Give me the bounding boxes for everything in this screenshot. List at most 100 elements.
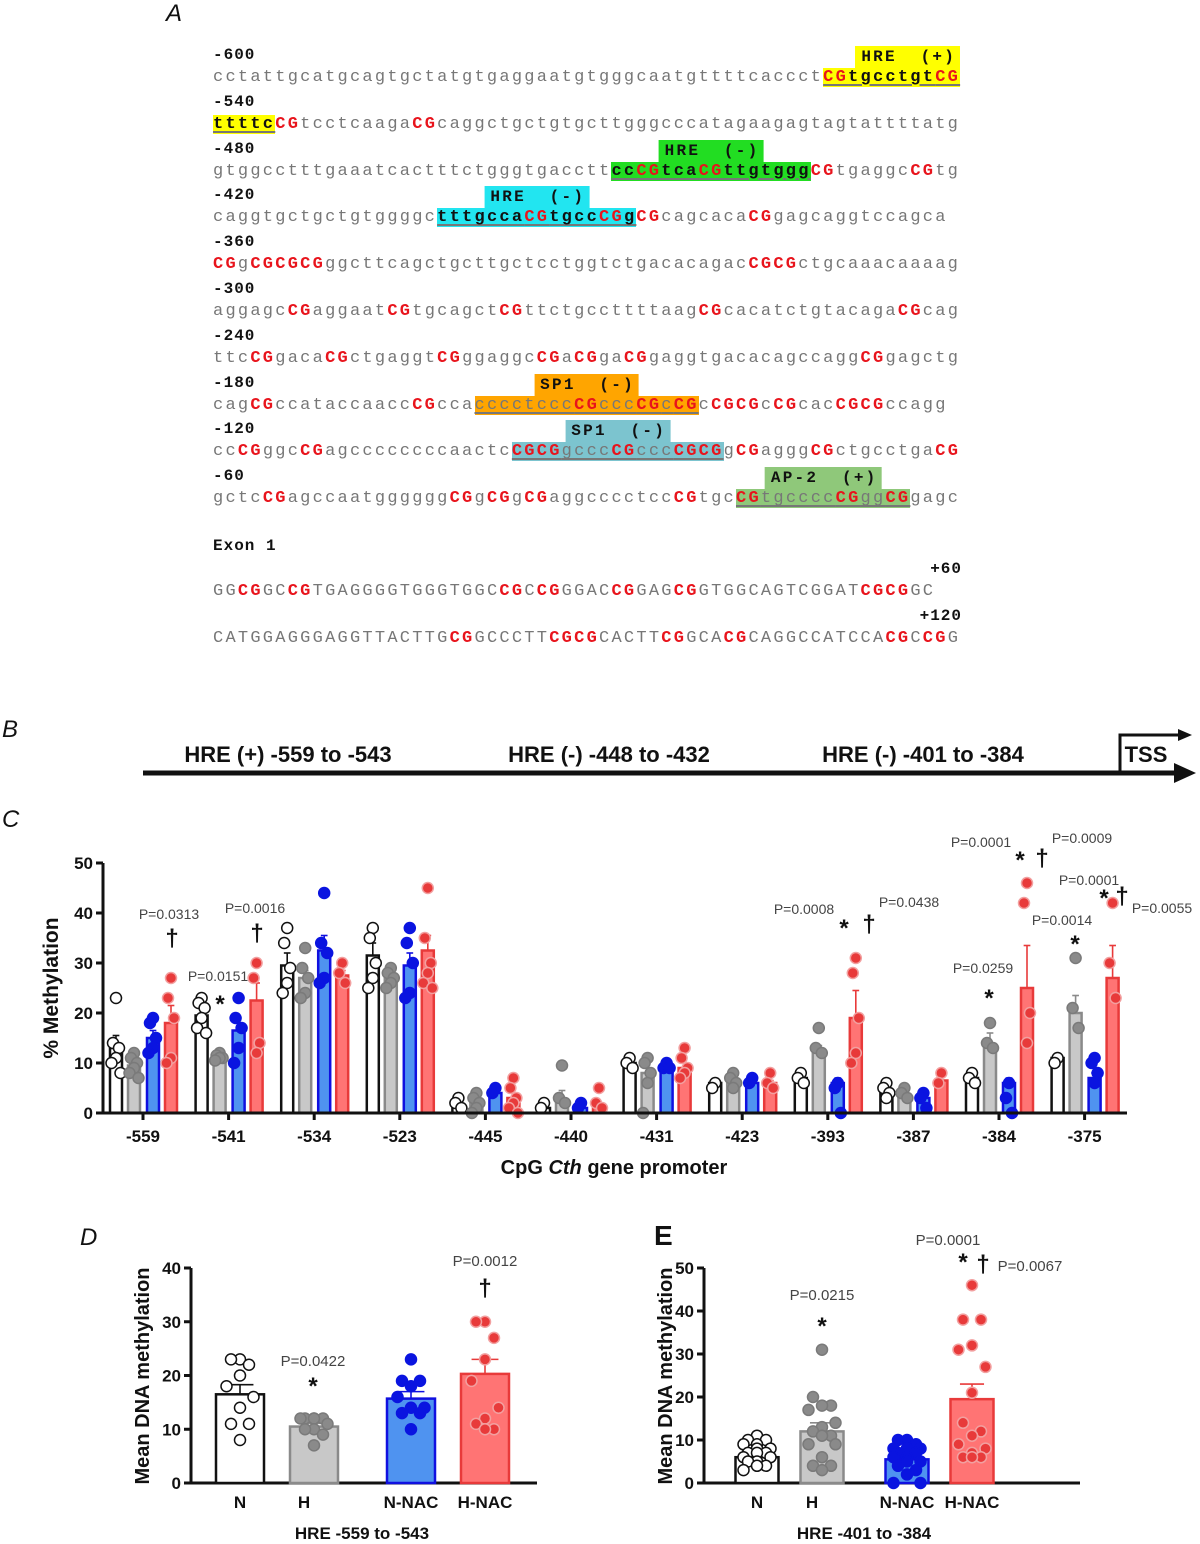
binding-site-label: AP-2 (+) (764, 467, 882, 490)
x-axis-title-part: Cth (548, 1157, 581, 1179)
cpg-site: CG (935, 442, 961, 462)
cpg-site: CG (835, 489, 861, 509)
sequence-text: gagctg (885, 348, 961, 368)
cpg-site: CGCGCG (250, 255, 326, 275)
y-tick-label: 0 (84, 1104, 93, 1123)
y-tick-label: 50 (675, 1259, 694, 1278)
data-point (815, 1450, 829, 1464)
data-point (404, 1423, 418, 1436)
significance-dagger: † (976, 1251, 989, 1278)
sequence-text: GC (910, 582, 936, 601)
data-point (167, 1011, 181, 1025)
data-point (1066, 1001, 1079, 1015)
data-point (641, 1076, 654, 1090)
significance-asterisk: * (1015, 847, 1025, 874)
p-value-label: P=0.0067 (998, 1258, 1063, 1275)
sequence-line: gtggcctttgaaatcactttctgggtgacctt HRE (-) c… (213, 139, 961, 182)
data-point (280, 921, 294, 935)
sequence-text: cca (437, 395, 475, 415)
promoter-arrowhead (1174, 763, 1196, 783)
cpg-site: CG (300, 442, 326, 462)
cpg-site: CG (611, 582, 637, 601)
significance-dagger: † (1035, 845, 1048, 872)
position-label: +60 (930, 560, 962, 578)
sequence-text: cag (213, 395, 251, 415)
position-label: -120 (213, 420, 256, 439)
data-point (979, 1360, 992, 1374)
sequence-line: cctattgcatgcagtgctatgtgaggaatgtgggcaatgt… (213, 46, 961, 88)
data-point (465, 1374, 478, 1388)
sequence-text: ccagg (885, 395, 948, 415)
sequence-text: tgaggc (835, 161, 911, 181)
sequence-text: tgcctgt (848, 68, 936, 87)
sequence-text: ctgcaaacaaaag (798, 255, 961, 275)
data-point (362, 981, 375, 995)
cpg-site: CG (250, 395, 276, 415)
data-point (413, 1406, 427, 1420)
data-point (555, 1059, 569, 1072)
data-point (404, 1353, 418, 1366)
data-point (952, 1343, 965, 1356)
data-point (233, 1401, 247, 1414)
data-point (812, 1021, 826, 1035)
data-point (105, 1056, 118, 1070)
sequence-text: tgcagct (412, 302, 500, 321)
data-point (750, 1459, 764, 1473)
significance-asterisk: * (1099, 885, 1109, 912)
cpg-site: CG (449, 628, 475, 648)
panel-label-e: E (654, 1220, 673, 1251)
data-point (363, 931, 377, 945)
data-point (852, 1011, 866, 1025)
data-point (828, 1081, 842, 1095)
sequence-text: c (661, 395, 674, 415)
position-label: -60 (213, 467, 245, 486)
data-point (295, 961, 309, 975)
panel-label-a: A (166, 0, 183, 27)
data-point (705, 1081, 719, 1095)
cpg-site: CG (536, 348, 562, 368)
data-point (592, 1081, 606, 1095)
cpg-site: CG (860, 348, 886, 368)
sequence-text: tgcccc (760, 489, 836, 509)
data-point (294, 991, 307, 1005)
tss-arrowhead (1178, 729, 1192, 741)
data-point (1002, 1076, 1016, 1090)
data-point (233, 1369, 247, 1382)
data-point (366, 971, 380, 985)
cpg-site: CG (636, 395, 662, 415)
cpg-site: CG (499, 302, 525, 321)
x-tick-label: -393 (811, 1127, 845, 1146)
cpg-site: CG (935, 68, 961, 87)
cpg-site: CG (412, 114, 438, 134)
sequence-text: ccc (599, 395, 637, 415)
sequence-text: GCA (686, 628, 724, 648)
sequence-text: CATGGAGGGAGGTTACTTG (213, 628, 450, 648)
y-tick-label: 30 (162, 1313, 181, 1332)
y-tick-label: 0 (172, 1474, 181, 1493)
data-point (307, 1412, 321, 1425)
data-point (815, 1046, 829, 1060)
p-value-label: P=0.0422 (281, 1353, 346, 1370)
cpg-site: CG (673, 395, 699, 415)
x-tick-label: -440 (554, 1127, 588, 1146)
cpg-site: CG (486, 489, 512, 509)
y-tick-label: 0 (685, 1474, 694, 1493)
data-point (227, 1056, 241, 1070)
bar-h (383, 976, 399, 1115)
data-point (161, 991, 175, 1005)
data-point (332, 966, 346, 980)
data-point (965, 1429, 979, 1442)
sequence-text: tgcc (549, 208, 600, 228)
sequence-text: tg (935, 161, 961, 181)
x-category-label: H-NAC (458, 1493, 513, 1512)
data-point (638, 1056, 651, 1070)
sequence-text: g (723, 442, 737, 462)
data-point (421, 881, 435, 895)
data-point (242, 1417, 256, 1431)
x-tick-label: -387 (896, 1127, 930, 1146)
x-axis-title: CpG Cth gene promoter (501, 1157, 728, 1179)
data-point (558, 1096, 572, 1110)
data-point (313, 976, 326, 990)
binding-site-label: HRE (-) (484, 186, 590, 209)
data-point (160, 1056, 173, 1070)
